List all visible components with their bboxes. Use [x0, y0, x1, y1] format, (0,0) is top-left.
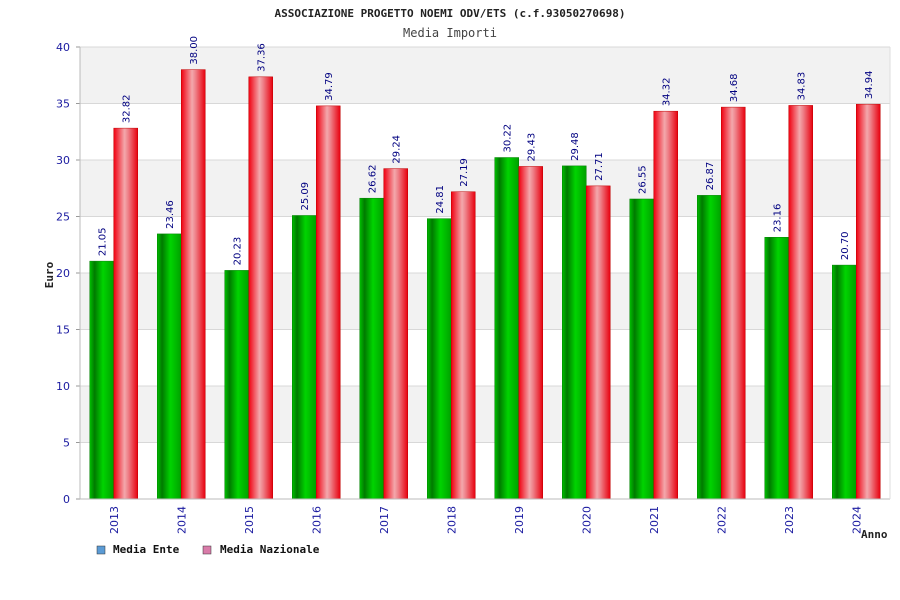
legend-label-media-ente: Media Ente [113, 543, 180, 556]
bar-media-ente-2020 [562, 165, 587, 500]
y-axis-label: Euro [43, 261, 56, 288]
axes: 0 5 10 15 20 25 30 35 40 2013 2014 2015 2016 2017 2018… [56, 41, 891, 534]
bar-media-ente-2017 [359, 197, 384, 500]
y-tick-label: 35 [56, 98, 70, 111]
plot-band [80, 160, 890, 217]
x-tick-label-2024: 2024 [850, 506, 863, 534]
plot-band [80, 47, 890, 104]
data-label-media-nazionale-2015: 37.36 [257, 43, 268, 72]
plot-band [80, 273, 890, 330]
x-tick-label-2022: 2022 [715, 506, 728, 534]
bar-media-ente-2024 [832, 264, 857, 500]
data-label-media-nazionale-2014: 38.00 [189, 36, 200, 65]
bar-media-nazionale-2021 [653, 110, 678, 500]
data-label-media-nazionale-2021: 34.32 [662, 78, 673, 107]
data-label-media-ente-2020: 29.48 [570, 132, 581, 161]
bar-media-nazionale-2013 [113, 127, 138, 500]
y-tick-label: 10 [56, 380, 70, 393]
bar-media-ente-2018 [427, 218, 452, 500]
data-label-media-ente-2013: 21.05 [98, 227, 109, 256]
data-label-media-ente-2021: 26.55 [638, 165, 649, 194]
data-label-media-nazionale-2019: 29.43 [527, 133, 538, 162]
data-label-media-ente-2024: 20.70 [840, 231, 851, 260]
y-tick-label: 40 [56, 41, 70, 54]
y-tick-label: 15 [56, 324, 70, 337]
chart-subtitle: Media Importi [403, 26, 497, 40]
legend-swatch-media-ente [96, 545, 106, 555]
x-tick-label-2013: 2013 [108, 506, 121, 534]
bar-media-ente-2013 [89, 260, 114, 500]
legend-swatch-media-nazionale [202, 545, 212, 555]
y-tick-label: 5 [63, 437, 70, 450]
y-tick-label: 30 [56, 154, 70, 167]
x-tick-label-2019: 2019 [513, 506, 526, 534]
y-tick-label: 20 [56, 267, 70, 280]
x-axis-label: Anno [861, 528, 888, 541]
x-tick-label-2017: 2017 [378, 506, 391, 534]
y-tick-label: 0 [63, 493, 70, 506]
data-label-media-nazionale-2022: 34.68 [729, 73, 740, 102]
data-label-media-ente-2017: 26.62 [368, 165, 379, 194]
bar-media-ente-2022 [697, 195, 722, 500]
plot-band [80, 216, 890, 273]
bar-media-nazionale-2020 [586, 185, 611, 500]
data-label-media-nazionale-2024: 34.94 [864, 71, 875, 100]
y-tick-label: 25 [56, 211, 70, 224]
data-label-media-nazionale-2017: 29.24 [392, 135, 403, 164]
plot-band [80, 103, 890, 160]
bars-group [89, 69, 881, 500]
labels-group: 21.05 32.82 23.46 38.00 20.23 37.36 25.09 34.79… [98, 36, 876, 265]
chart-title: ASSOCIAZIONE PROGETTO NOEMI ODV/ETS (c.f… [275, 7, 626, 20]
bar-media-ente-2019 [494, 157, 519, 500]
bar-media-nazionale-2018 [451, 191, 476, 500]
plot-background [80, 47, 890, 499]
bar-media-ente-2016 [292, 215, 317, 500]
data-label-media-nazionale-2016: 34.79 [324, 72, 335, 101]
data-label-media-nazionale-2023: 34.83 [797, 72, 808, 101]
bar-media-nazionale-2015 [248, 76, 273, 500]
data-label-media-ente-2023: 23.16 [773, 204, 784, 233]
legend: Media Ente Media Nazionale [96, 543, 320, 556]
data-label-media-nazionale-2013: 32.82 [122, 94, 133, 123]
x-tick-label-2015: 2015 [243, 506, 256, 534]
data-label-media-ente-2015: 20.23 [233, 237, 244, 266]
data-label-media-ente-2014: 23.46 [165, 200, 176, 229]
x-tick-label-2020: 2020 [580, 506, 593, 534]
legend-label-media-nazionale: Media Nazionale [220, 543, 320, 556]
x-tick-label-2016: 2016 [310, 506, 323, 534]
data-label-media-ente-2018: 24.81 [435, 185, 446, 214]
x-tick-label-2014: 2014 [175, 506, 188, 534]
bar-media-ente-2014 [157, 233, 182, 500]
bar-media-ente-2015 [224, 270, 249, 500]
bar-media-ente-2023 [764, 237, 789, 500]
data-label-media-ente-2022: 26.87 [705, 162, 716, 191]
plot-band [80, 386, 890, 443]
bar-media-nazionale-2022 [721, 106, 746, 500]
x-tick-label-2023: 2023 [783, 506, 796, 534]
bar-media-nazionale-2016 [316, 105, 341, 500]
data-label-media-nazionale-2018: 27.19 [459, 158, 470, 187]
bar-media-ente-2021 [629, 198, 654, 500]
bar-media-nazionale-2019 [518, 166, 543, 500]
bar-media-nazionale-2014 [181, 69, 206, 500]
data-label-media-ente-2019: 30.22 [503, 124, 514, 153]
plot-band [80, 442, 890, 499]
x-tick-label-2018: 2018 [445, 506, 458, 534]
bar-media-nazionale-2023 [788, 105, 813, 500]
bar-media-nazionale-2017 [383, 168, 408, 500]
data-label-media-nazionale-2020: 27.71 [594, 152, 605, 181]
x-tick-label-2021: 2021 [648, 506, 661, 534]
plot-band [80, 329, 890, 386]
data-label-media-ente-2016: 25.09 [300, 182, 311, 211]
bar-media-nazionale-2024 [856, 103, 881, 500]
